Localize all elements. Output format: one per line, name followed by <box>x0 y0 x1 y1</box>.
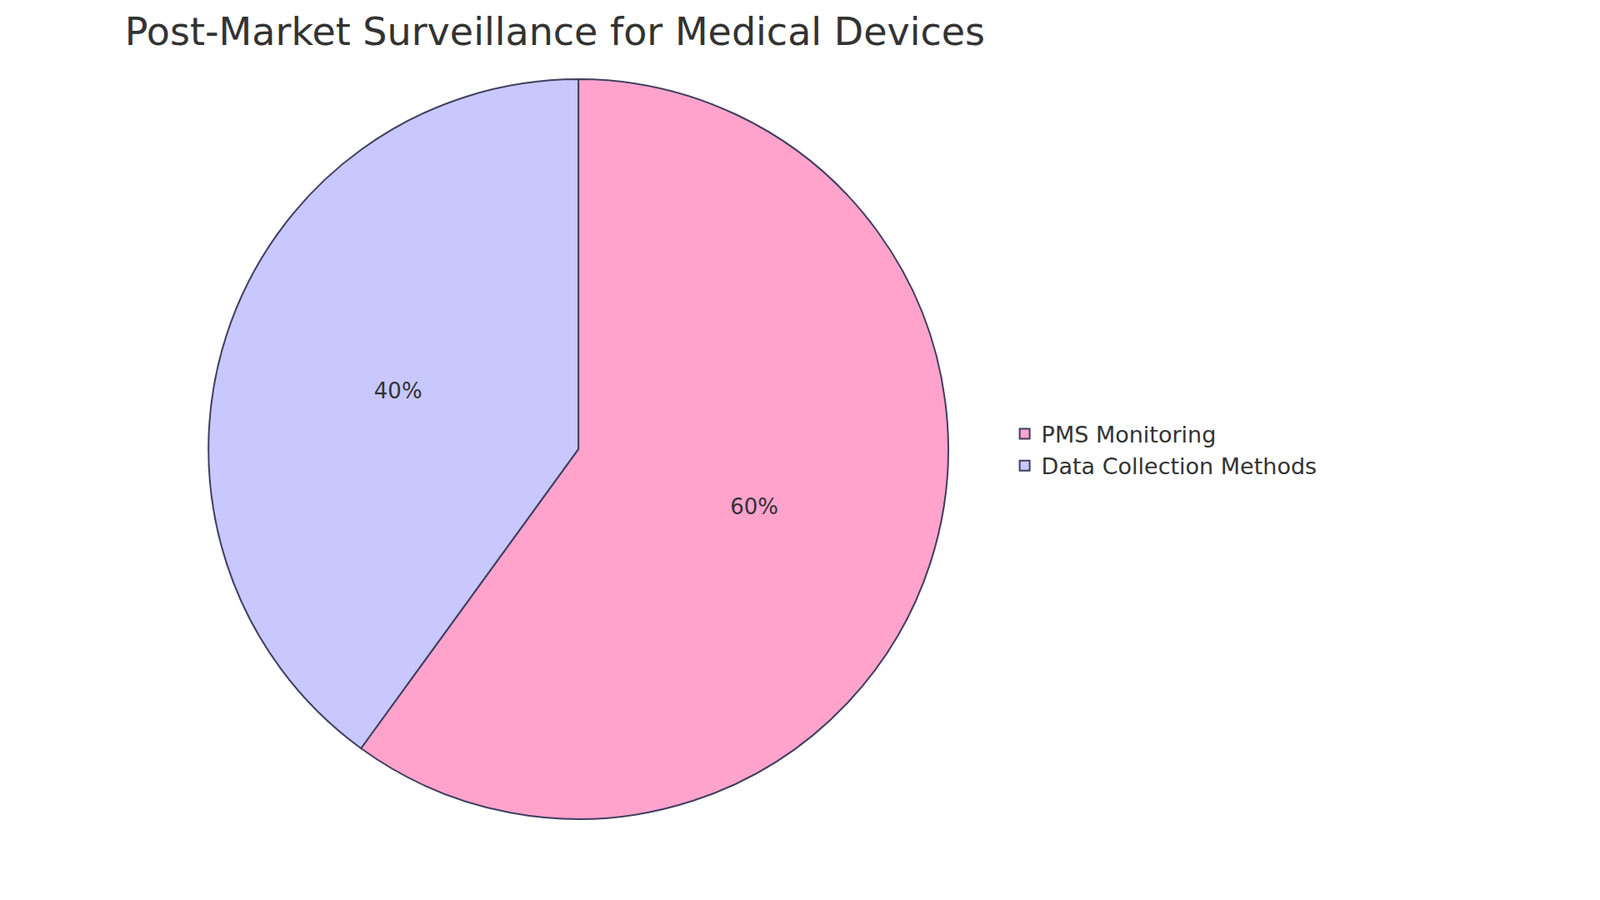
svg-text:Post-Market Surveillance for M: Post-Market Surveillance for Medical Dev… <box>125 9 985 55</box>
svg-text:60%: 60% <box>730 494 779 520</box>
svg-text:40%: 40% <box>374 378 423 404</box>
svg-text:PMS Monitoring: PMS Monitoring <box>1041 421 1217 448</box>
svg-text:Data Collection Methods: Data Collection Methods <box>1041 453 1318 480</box>
